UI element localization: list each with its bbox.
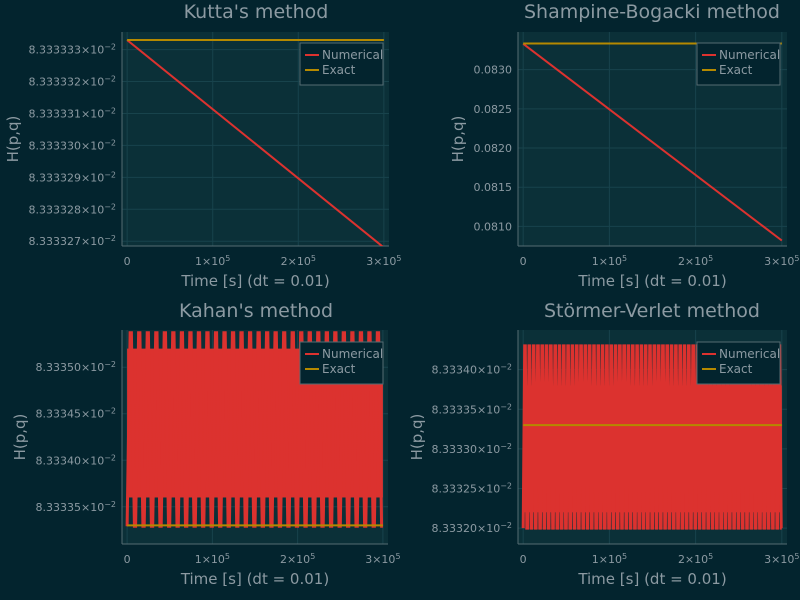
chart-panel-3: 0 1×105 2×105 3×105 8.33335×10−2 8.33340×10−2… [11,300,401,588]
y-tick-label: 8.333327×10−2 [29,234,117,249]
y-tick-label: 8.33330×10−2 [432,441,513,456]
chart-panel-4: 0 1×105 2×105 3×105 8.33320×10−2 8.33325×10−2… [408,300,799,588]
chart-title: Kutta's method [184,1,329,23]
numerical-series-line [521,344,783,530]
y-tick-label: 0.0810 [474,220,513,233]
y-tick-label: 8.333328×10−2 [29,202,117,217]
legend-label-numerical: Numerical [719,48,780,62]
y-tick-label: 8.333330×10−2 [29,138,117,153]
x-tick-label: 2×105 [281,254,316,269]
x-axis-label: Time [s] (dt = 0.01) [577,272,726,290]
chart-title: Kahan's method [179,300,333,322]
x-tick-label: 0 [520,255,527,268]
numerical-series-line [522,43,783,242]
y-tick-label: 8.33335×10−2 [432,402,513,417]
chart-title: Störmer-Verlet method [544,300,760,322]
y-tick-label: 0.0830 [474,64,513,77]
y-tick-label: 8.333332×10−2 [29,74,117,89]
legend-box [299,341,384,385]
legend-label-exact: Exact [322,63,356,77]
y-tick-label: 8.333333×10−2 [29,42,117,57]
y-axis-label: H(p,q) [11,414,29,461]
y-tick-label: 0.0815 [474,181,513,194]
y-tick-label: 8.333329×10−2 [29,170,117,185]
data-layer [126,39,384,246]
x-axis-label: Time [s] (dt = 0.01) [577,570,726,588]
legend-label-exact: Exact [719,63,753,77]
y-axis-label: H(p,q) [408,414,426,461]
x-tick-label: 2×105 [678,552,713,567]
legend-label-exact: Exact [719,362,753,376]
x-tick-label: 0 [124,553,131,566]
data-layer [521,344,783,530]
x-tick-label: 3×105 [764,254,799,269]
y-tick-label: 0.0820 [474,142,513,155]
y-tick-label: 8.33340×10−2 [36,453,117,468]
y-tick-label: 0.0825 [474,103,513,116]
y-axis-label: H(p,q) [449,116,467,163]
x-tick-label: 2×105 [678,254,713,269]
y-tick-label: 8.33340×10−2 [432,362,513,377]
legend-box [696,341,781,385]
x-tick-label: 1×105 [195,552,230,567]
x-tick-label: 3×105 [366,254,401,269]
y-tick-label: 8.33335×10−2 [36,499,117,513]
chart-panel-2: 0 1×105 2×105 3×105 0.0810 0.0815 0.0820 0.0825… [449,1,799,290]
y-tick-label: 8.33345×10−2 [36,406,117,421]
x-tick-label: 3×105 [365,552,400,567]
legend-label-numerical: Numerical [719,347,780,361]
legend-label-exact: Exact [322,362,356,376]
x-axis-label: Time [s] (dt = 0.01) [180,272,329,290]
legend-label-numerical: Numerical [322,347,383,361]
chart-panel-1: 0 1×105 2×105 3×105 8.333327×10−2 8.333328×10… [4,1,402,290]
legend-box [299,42,384,86]
y-tick-label: 8.33350×10−2 [36,360,117,375]
x-tick-label: 0 [124,255,131,268]
x-tick-label: 0 [520,553,527,566]
x-tick-label: 3×105 [764,552,799,567]
y-tick-label: 8.33320×10−2 [432,521,513,536]
chart-title: Shampine-Bogacki method [524,1,780,23]
numerical-series-line [126,39,384,246]
legend-label-numerical: Numerical [322,48,383,62]
y-tick-label: 8.333331×10−2 [29,106,117,121]
x-axis-label: Time [s] (dt = 0.01) [180,570,329,588]
x-tick-label: 1×105 [592,254,627,269]
y-tick-label: 8.33325×10−2 [432,481,513,496]
x-tick-label: 1×105 [195,254,230,269]
x-tick-label: 1×105 [592,552,627,567]
x-tick-label: 2×105 [280,552,315,567]
legend-box [696,42,781,86]
y-axis-label: H(p,q) [4,116,22,163]
